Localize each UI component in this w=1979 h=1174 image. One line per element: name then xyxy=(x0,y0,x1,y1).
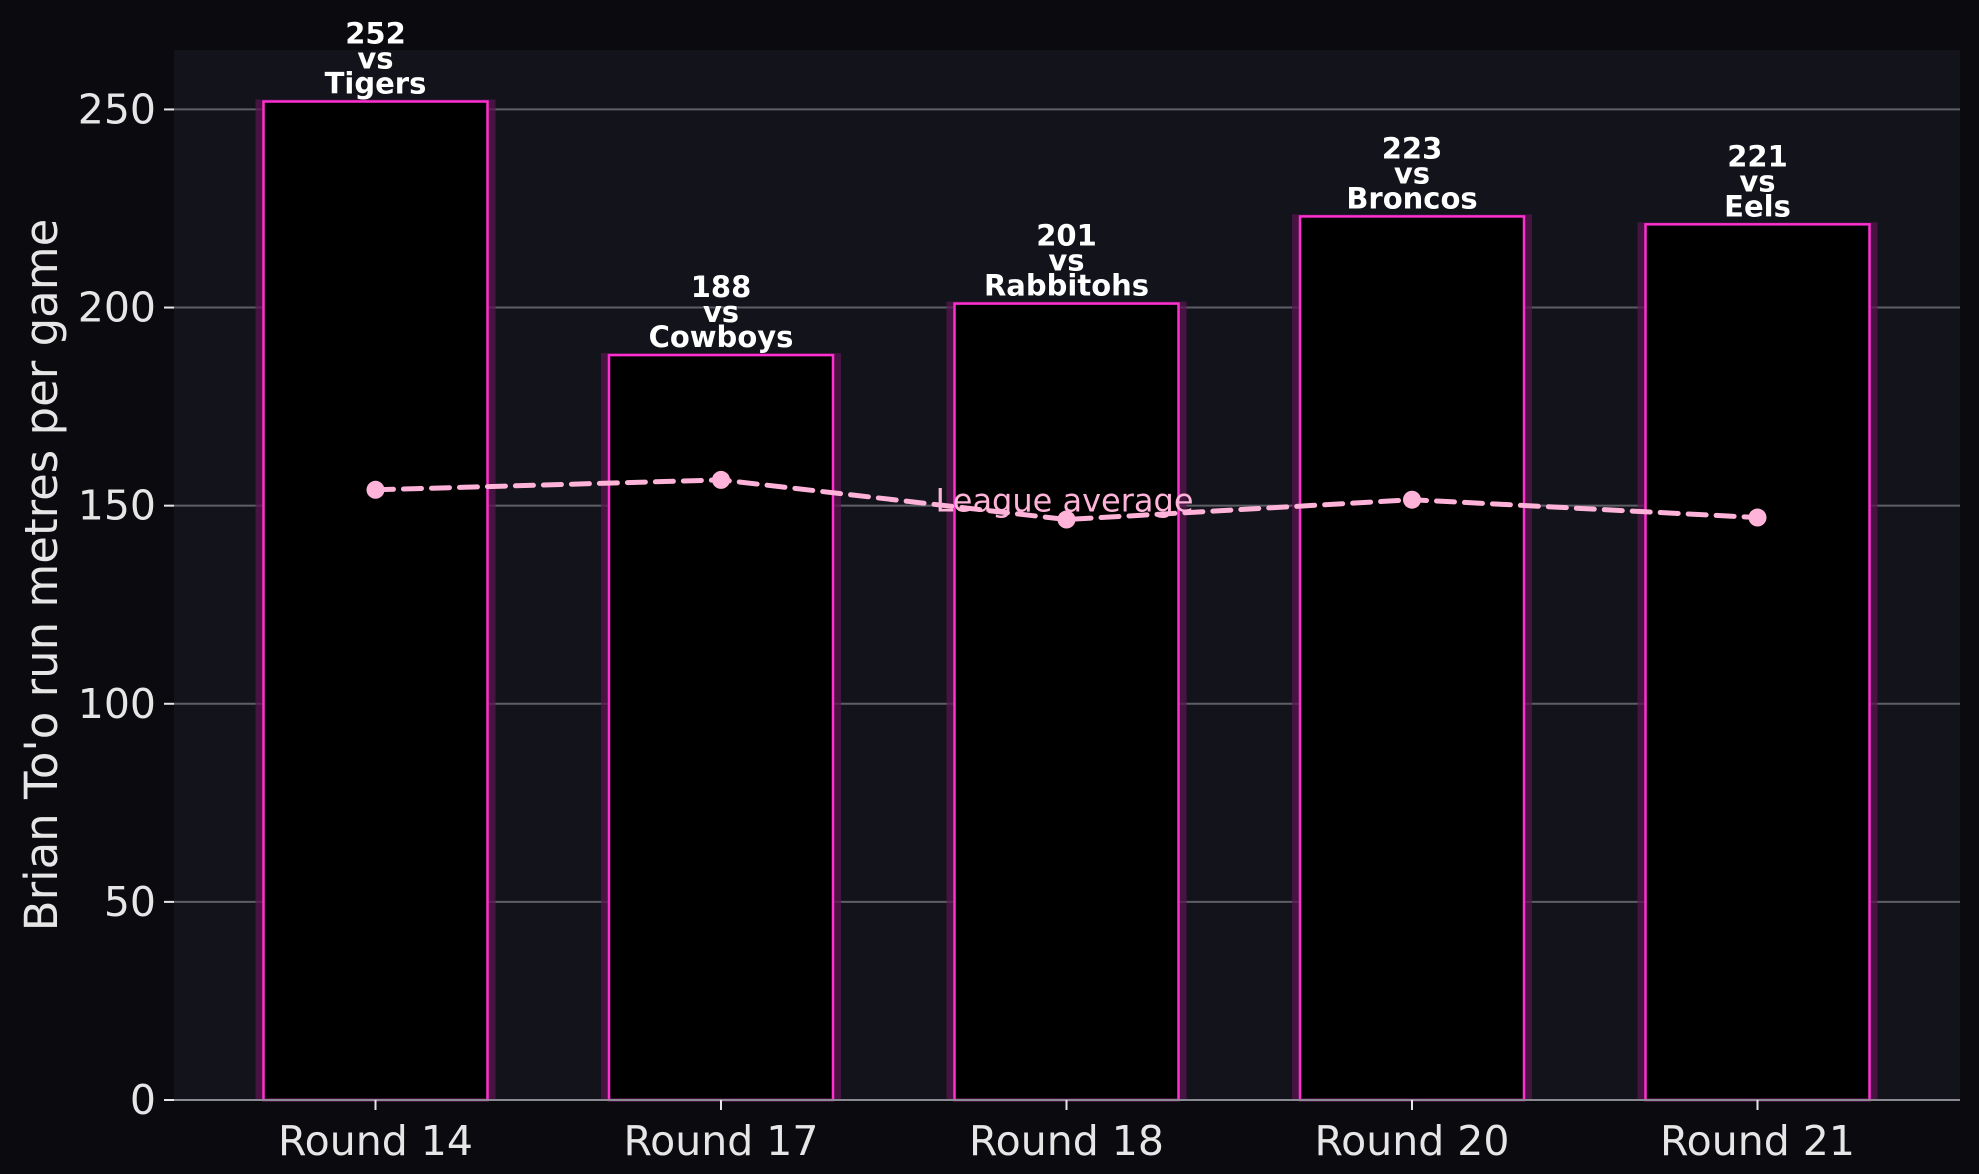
y-tick-label: 250 xyxy=(78,85,156,133)
bar-value: 188 xyxy=(691,270,752,304)
bar-value: 201 xyxy=(1036,219,1097,253)
y-tick-label: 0 xyxy=(130,1076,156,1124)
vs-text: vs xyxy=(1048,244,1084,278)
bar-value-label: 223 vs Broncos xyxy=(1346,131,1477,215)
vs-text: vs xyxy=(703,295,739,329)
bar-value: 252 xyxy=(345,17,406,51)
vs-text: vs xyxy=(1394,156,1430,190)
bar xyxy=(607,353,835,1102)
x-tick-label: Round 18 xyxy=(969,1117,1164,1165)
y-tick-label: 100 xyxy=(78,680,156,728)
bar-value-label: 201 vs Rabbitohs xyxy=(984,219,1149,303)
league-average-point xyxy=(1057,510,1076,529)
opponent-name: Rabbitohs xyxy=(984,269,1149,303)
bar xyxy=(953,302,1180,1102)
bar-value-label: 188 vs Cowboys xyxy=(649,270,794,354)
axes: 0 50 100 150 200 250 Round 14 Round 17 Round 18 R… xyxy=(78,85,1960,1165)
league-average-point xyxy=(1748,508,1767,527)
x-tick-label: Round 20 xyxy=(1315,1117,1510,1165)
league-average-point xyxy=(366,480,385,499)
opponent-name: Cowboys xyxy=(649,320,794,354)
opponent-name: Tigers xyxy=(325,67,427,101)
bar xyxy=(1644,223,1871,1102)
bar-value: 221 xyxy=(1727,139,1788,173)
x-tick-label: Round 21 xyxy=(1660,1117,1855,1165)
bar xyxy=(262,100,489,1102)
league-average-label: League average xyxy=(935,482,1193,520)
x-tick-label: Round 14 xyxy=(278,1117,473,1165)
league-average-point xyxy=(1403,490,1421,509)
bars xyxy=(255,99,1878,1102)
bar-value: 223 xyxy=(1382,131,1443,165)
y-tick-label: 200 xyxy=(78,284,156,332)
opponent-name: Broncos xyxy=(1346,181,1477,215)
league-average-series: League average xyxy=(366,470,1767,529)
x-tick-label: Round 17 xyxy=(624,1117,819,1165)
opponent-name: Eels xyxy=(1724,189,1791,223)
league-average-line xyxy=(373,477,1760,523)
y-axis-label: Brian To'o run metres per game xyxy=(15,219,68,932)
bar-value-label: 252 vs Tigers xyxy=(325,17,427,101)
league-average-point xyxy=(712,470,730,489)
y-tick-label: 150 xyxy=(78,482,156,530)
vs-text: vs xyxy=(357,42,393,76)
vs-text: vs xyxy=(1739,164,1775,198)
bar-value-label: 221 vs Eels xyxy=(1724,139,1791,223)
bar xyxy=(1298,215,1526,1102)
y-tick-label: 50 xyxy=(104,878,156,926)
